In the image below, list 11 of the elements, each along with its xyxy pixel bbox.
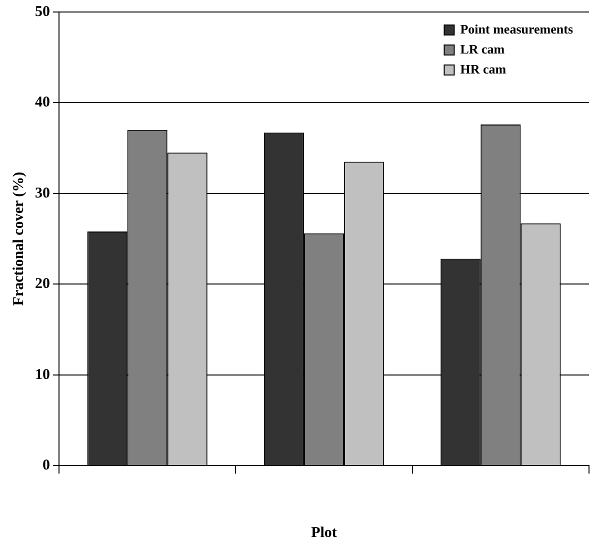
- x-axis-title: Plot: [311, 524, 337, 541]
- y-tick-label: 0: [42, 457, 50, 474]
- y-axis-title: Fractional cover (%): [10, 172, 27, 306]
- legend-label: HR cam: [460, 61, 506, 76]
- y-tick-label: 20: [35, 276, 50, 292]
- legend-label: LR cam: [460, 41, 505, 56]
- y-tick-label: 50: [35, 4, 50, 20]
- y-tick-label: 10: [35, 366, 50, 383]
- y-tick-label: 30: [35, 185, 50, 202]
- legend-label: Point measurements: [460, 21, 574, 36]
- y-tick-label: 40: [35, 94, 50, 111]
